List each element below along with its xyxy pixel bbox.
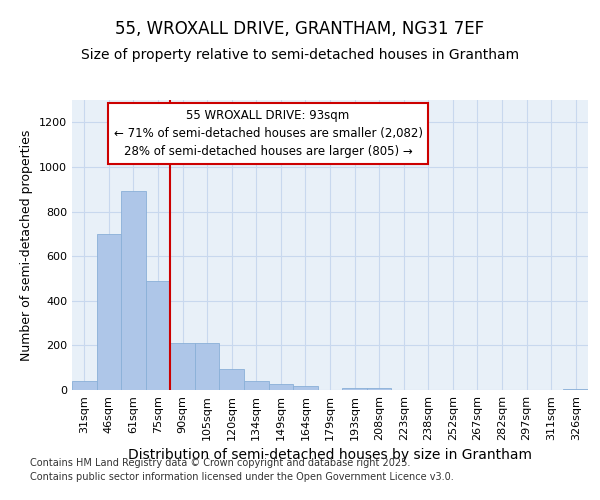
X-axis label: Distribution of semi-detached houses by size in Grantham: Distribution of semi-detached houses by … bbox=[128, 448, 532, 462]
Text: Contains HM Land Registry data © Crown copyright and database right 2025.: Contains HM Land Registry data © Crown c… bbox=[30, 458, 410, 468]
Bar bbox=[195, 343, 220, 390]
Bar bbox=[293, 386, 318, 390]
Bar bbox=[146, 280, 170, 390]
Text: 55 WROXALL DRIVE: 93sqm
← 71% of semi-detached houses are smaller (2,082)
28% of: 55 WROXALL DRIVE: 93sqm ← 71% of semi-de… bbox=[113, 108, 422, 158]
Bar bbox=[269, 384, 293, 390]
Bar bbox=[97, 234, 121, 390]
Text: 55, WROXALL DRIVE, GRANTHAM, NG31 7EF: 55, WROXALL DRIVE, GRANTHAM, NG31 7EF bbox=[115, 20, 485, 38]
Bar bbox=[121, 192, 146, 390]
Bar bbox=[563, 389, 588, 390]
Bar bbox=[244, 381, 269, 390]
Bar bbox=[170, 343, 195, 390]
Bar bbox=[367, 388, 391, 390]
Bar bbox=[72, 381, 97, 390]
Y-axis label: Number of semi-detached properties: Number of semi-detached properties bbox=[20, 130, 34, 360]
Text: Contains public sector information licensed under the Open Government Licence v3: Contains public sector information licen… bbox=[30, 472, 454, 482]
Bar bbox=[220, 369, 244, 390]
Bar bbox=[342, 388, 367, 390]
Text: Size of property relative to semi-detached houses in Grantham: Size of property relative to semi-detach… bbox=[81, 48, 519, 62]
